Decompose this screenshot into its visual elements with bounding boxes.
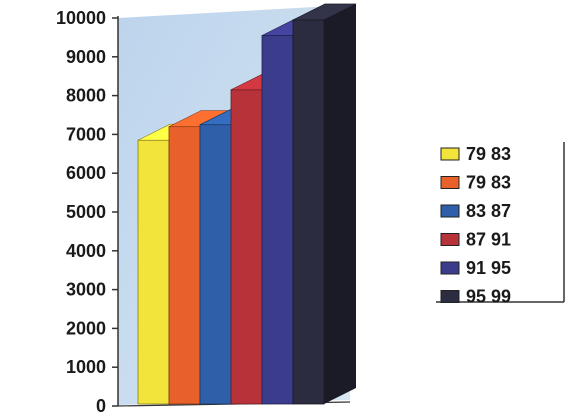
y-tick-label: 0 bbox=[96, 396, 106, 414]
legend-swatch bbox=[440, 261, 460, 275]
legend-label: 91 95 bbox=[466, 258, 511, 278]
legend-item: 91 95 bbox=[440, 258, 511, 278]
y-tick-label: 3000 bbox=[66, 280, 106, 300]
legend-item: 79 83 bbox=[440, 173, 511, 193]
bar-front bbox=[292, 19, 325, 405]
legend-swatch bbox=[440, 290, 460, 303]
y-tick-label: 10000 bbox=[56, 8, 106, 28]
y-tick-label: 2000 bbox=[66, 318, 106, 338]
legend-swatch bbox=[440, 204, 460, 218]
bar-front bbox=[168, 126, 201, 405]
legend-label: 83 87 bbox=[466, 201, 511, 221]
bar-front bbox=[230, 89, 263, 405]
bar-top bbox=[292, 3, 357, 21]
y-tick-label: 9000 bbox=[66, 47, 106, 67]
legend-swatch bbox=[440, 233, 460, 246]
legend-label: 95 99 bbox=[466, 287, 511, 307]
legend-swatch bbox=[440, 147, 460, 161]
y-tick-label: 7000 bbox=[66, 124, 106, 144]
legend-item: 95 99 bbox=[440, 287, 511, 307]
bar-6 bbox=[292, 3, 357, 405]
legend-swatch bbox=[440, 176, 460, 189]
legend-label: 87 91 bbox=[466, 230, 511, 250]
legend-label: 79 83 bbox=[466, 144, 511, 164]
legend-item: 83 87 bbox=[440, 201, 511, 221]
y-tick-label: 6000 bbox=[66, 163, 106, 183]
bar-front bbox=[137, 139, 170, 405]
bar-front bbox=[199, 124, 232, 405]
legend-item: 79 83 bbox=[440, 144, 511, 164]
y-tick-label: 4000 bbox=[66, 241, 106, 261]
y-tick-label: 1000 bbox=[66, 357, 106, 377]
y-tick-label: 8000 bbox=[66, 86, 106, 106]
legend-item: 87 91 bbox=[440, 230, 511, 250]
y-tick-label: 5000 bbox=[66, 202, 106, 222]
bar-front bbox=[261, 35, 294, 405]
bar-side bbox=[324, 3, 356, 404]
legend-label: 79 83 bbox=[466, 173, 511, 193]
